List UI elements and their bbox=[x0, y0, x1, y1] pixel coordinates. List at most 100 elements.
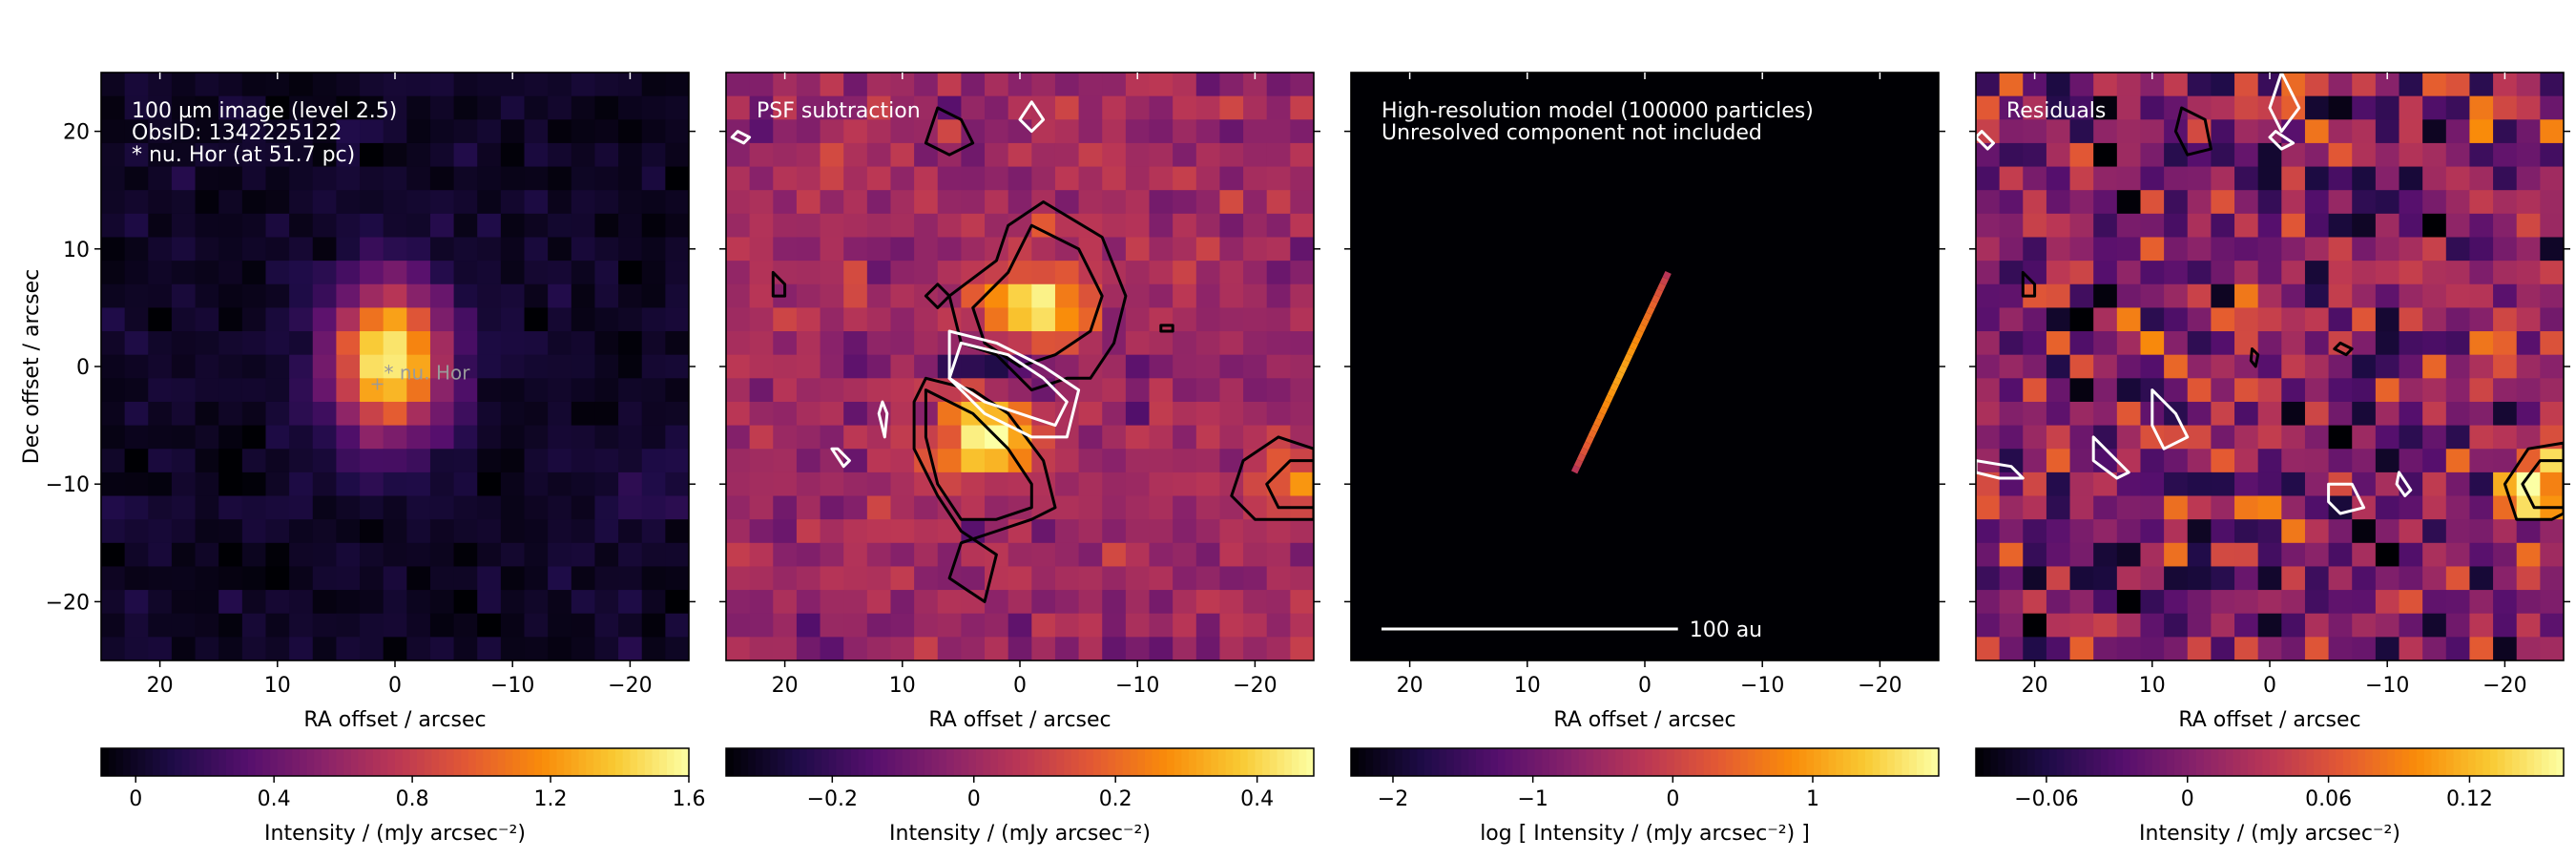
pixel bbox=[1976, 95, 2001, 120]
pixel bbox=[500, 261, 526, 285]
pixel bbox=[2116, 331, 2142, 356]
pixel bbox=[1266, 590, 1291, 615]
disk-segment bbox=[1585, 435, 1594, 445]
pixel bbox=[218, 142, 243, 168]
pixel bbox=[2211, 142, 2235, 168]
pixel bbox=[383, 307, 407, 332]
pixel bbox=[773, 261, 798, 285]
colorbar-swatch bbox=[2270, 748, 2278, 776]
colorbar-swatch bbox=[880, 748, 888, 776]
pixel bbox=[406, 190, 431, 215]
pixel bbox=[2445, 378, 2471, 403]
contour-negative bbox=[2327, 482, 2366, 515]
pixel bbox=[218, 471, 243, 497]
pixel bbox=[2164, 449, 2189, 473]
pixel bbox=[1149, 261, 1174, 285]
pixel bbox=[1266, 95, 1291, 120]
colorbar-swatch bbox=[475, 748, 484, 776]
pixel bbox=[171, 425, 197, 450]
image-psf_subtraction bbox=[726, 73, 1314, 660]
pixel bbox=[773, 213, 798, 239]
pixel bbox=[2234, 166, 2259, 191]
pixel bbox=[265, 95, 290, 120]
colorbar-swatch bbox=[571, 748, 580, 776]
colorbar-swatch bbox=[350, 748, 360, 776]
pixel bbox=[1078, 495, 1103, 520]
pixel bbox=[2093, 401, 2118, 427]
pixel bbox=[2116, 73, 2142, 97]
pixel bbox=[406, 471, 431, 497]
pixel bbox=[1078, 166, 1103, 191]
colorbar-swatch bbox=[2298, 748, 2308, 776]
pixel bbox=[890, 613, 915, 638]
pixel bbox=[1266, 401, 1291, 427]
pixel bbox=[1173, 590, 1197, 615]
pixel bbox=[2023, 119, 2047, 144]
pixel bbox=[289, 378, 314, 403]
pixel bbox=[477, 542, 502, 568]
pixel bbox=[500, 142, 526, 168]
pixel bbox=[500, 637, 526, 660]
pixel bbox=[2516, 190, 2541, 215]
pixel bbox=[914, 637, 939, 660]
pixel bbox=[453, 166, 478, 191]
pixel bbox=[796, 95, 821, 120]
pixel bbox=[429, 637, 455, 660]
pixel bbox=[914, 590, 939, 615]
pixel bbox=[937, 73, 962, 97]
colorbar-swatch bbox=[519, 748, 529, 776]
colorbar-swatch bbox=[2254, 748, 2263, 776]
pixel bbox=[477, 449, 502, 473]
pixel bbox=[548, 590, 572, 615]
colorbar-swatch bbox=[2049, 748, 2058, 776]
pixel bbox=[1054, 590, 1080, 615]
pixel bbox=[2375, 213, 2400, 239]
disk-segment bbox=[1629, 341, 1639, 351]
pixel bbox=[383, 590, 407, 615]
pixel bbox=[2540, 471, 2564, 497]
pixel bbox=[453, 283, 478, 308]
colorbar-swatch bbox=[600, 748, 609, 776]
pixel bbox=[2540, 213, 2564, 239]
pixel bbox=[2140, 142, 2165, 168]
pixel bbox=[406, 283, 431, 308]
pixel bbox=[1976, 495, 2001, 520]
pixel bbox=[2304, 354, 2330, 379]
pixel bbox=[312, 261, 337, 285]
pixel bbox=[1219, 142, 1244, 168]
colorbar-swatch bbox=[1527, 748, 1536, 776]
pixel bbox=[796, 331, 821, 356]
pixel bbox=[866, 119, 892, 144]
colorbar-swatch bbox=[1078, 748, 1087, 776]
pixel bbox=[726, 471, 751, 497]
pixel bbox=[2469, 283, 2494, 308]
pixel bbox=[843, 307, 868, 332]
pixel bbox=[2069, 166, 2094, 191]
colorbar-swatch bbox=[2034, 748, 2043, 776]
pixel bbox=[2187, 378, 2212, 403]
pixel bbox=[453, 237, 478, 262]
pixel bbox=[985, 637, 1009, 660]
pixel bbox=[890, 190, 915, 215]
pixel bbox=[1243, 519, 1268, 544]
pixel bbox=[2234, 283, 2259, 308]
pixel bbox=[453, 613, 478, 638]
pixel bbox=[406, 590, 431, 615]
pixel bbox=[726, 283, 751, 308]
pixel bbox=[171, 307, 197, 332]
pixel bbox=[796, 261, 821, 285]
pixel bbox=[1173, 495, 1197, 520]
pixel bbox=[1243, 261, 1268, 285]
pixel bbox=[2187, 566, 2212, 591]
pixel bbox=[2469, 354, 2494, 379]
pixel bbox=[820, 519, 844, 544]
pixel bbox=[453, 519, 478, 544]
pixel bbox=[843, 471, 868, 497]
colorbar-swatch bbox=[681, 748, 690, 776]
pixel bbox=[336, 566, 361, 591]
pixel bbox=[548, 471, 572, 497]
pixel bbox=[218, 590, 243, 615]
pixel bbox=[2375, 142, 2400, 168]
pixel bbox=[2164, 237, 2189, 262]
